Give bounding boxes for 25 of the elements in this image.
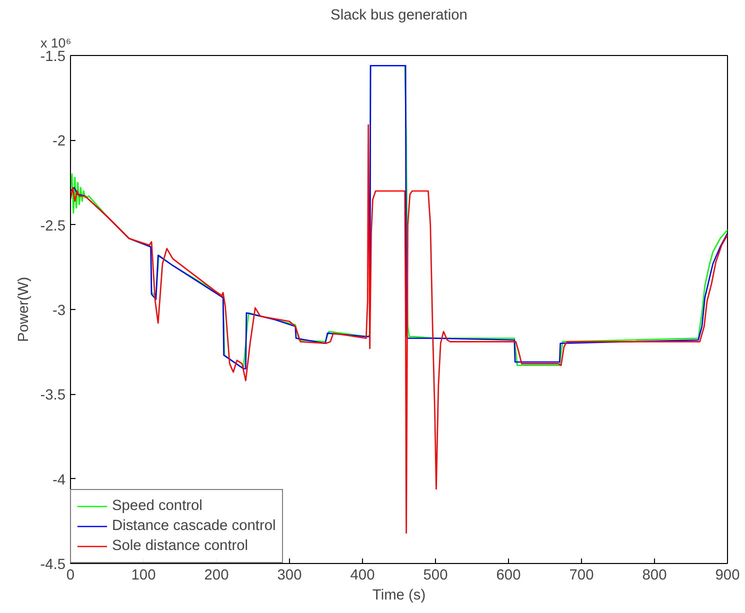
x-tick-label: 300 xyxy=(277,568,302,584)
y-tick-label: -4.5 xyxy=(40,557,66,573)
legend-label: Speed control xyxy=(112,498,202,514)
legend-label: Sole distance control xyxy=(112,538,248,554)
y-tick-label: -1.5 xyxy=(40,49,66,65)
y-tick-label: -3 xyxy=(52,303,66,319)
x-tick-label: 100 xyxy=(131,568,156,584)
y-tick-label: -2.5 xyxy=(40,218,66,234)
line-series xyxy=(70,124,728,534)
x-tick-label: 0 xyxy=(66,568,75,584)
x-tick-label: 200 xyxy=(204,568,229,584)
y-axis-title: Power(W) xyxy=(16,276,32,342)
x-tick-label: 700 xyxy=(569,568,594,584)
x-tick-label: 400 xyxy=(350,568,375,584)
y-tick-label: -2 xyxy=(52,134,66,150)
y-tick-label: -4 xyxy=(52,472,66,488)
chart-title: Slack bus generation xyxy=(330,8,468,24)
x-axis-title: Time (s) xyxy=(372,588,426,604)
x-tick-label: 900 xyxy=(715,568,740,584)
x-tick-label: 600 xyxy=(496,568,521,584)
x-tick-label: 800 xyxy=(642,568,667,584)
text: x 10⁶ xyxy=(40,36,72,50)
x-tick-label: 500 xyxy=(423,568,448,584)
y-tick-label: -3.5 xyxy=(40,388,66,404)
legend-label: Distance cascade control xyxy=(112,518,276,534)
